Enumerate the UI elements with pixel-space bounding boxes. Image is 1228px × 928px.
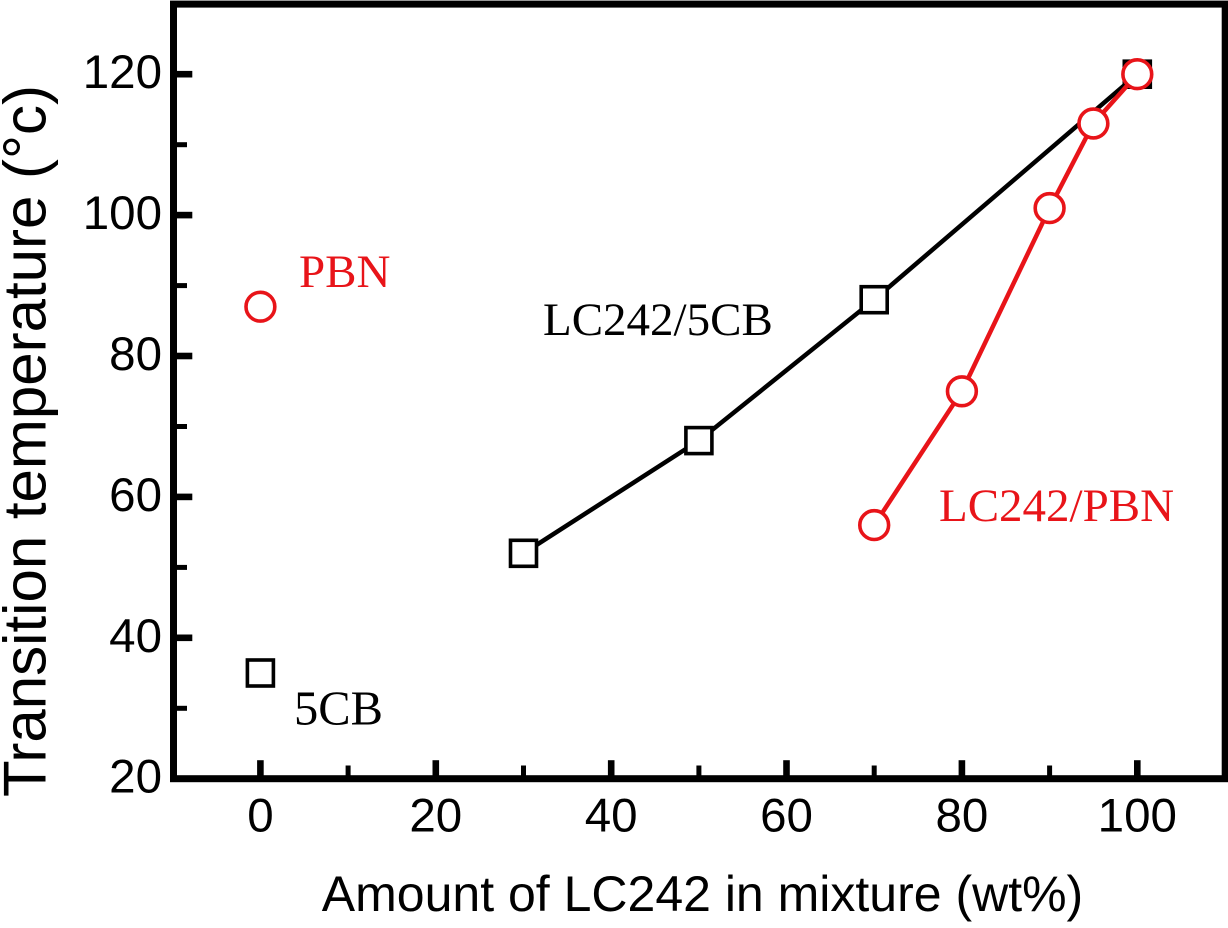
svg-text:PBN: PBN <box>299 246 390 298</box>
svg-text:Amount of LC242 in mixture (wt: Amount of LC242 in mixture (wt%) <box>322 866 1083 922</box>
svg-text:120: 120 <box>83 46 162 99</box>
svg-text:0: 0 <box>247 790 273 843</box>
svg-text:40: 40 <box>585 790 638 843</box>
svg-text:100: 100 <box>83 187 162 240</box>
svg-text:80: 80 <box>109 328 162 381</box>
svg-text:60: 60 <box>109 469 162 522</box>
svg-text:100: 100 <box>1098 790 1177 843</box>
svg-text:80: 80 <box>935 790 988 843</box>
svg-text:Transition temperature (°c): Transition temperature (°c) <box>0 85 59 797</box>
svg-text:20: 20 <box>409 790 462 843</box>
svg-text:5CB: 5CB <box>294 683 383 736</box>
svg-text:60: 60 <box>760 790 813 843</box>
svg-text:LC242/PBN: LC242/PBN <box>939 480 1174 532</box>
svg-text:40: 40 <box>109 610 162 663</box>
svg-text:20: 20 <box>109 751 162 804</box>
svg-text:LC242/5CB: LC242/5CB <box>543 294 773 346</box>
